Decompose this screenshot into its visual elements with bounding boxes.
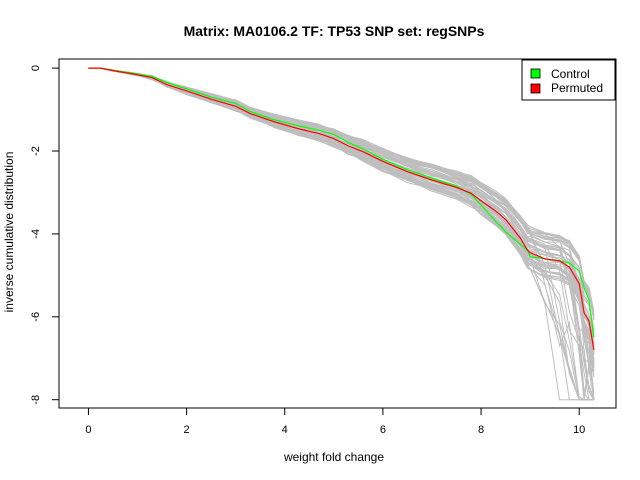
background-series-line — [88, 67, 595, 315]
y-tick-label: -6 — [30, 312, 42, 322]
x-tick-label: 2 — [184, 424, 190, 436]
background-series-line — [88, 67, 595, 348]
x-tick-label: 10 — [573, 424, 585, 436]
series-line-control — [88, 67, 595, 338]
background-series-line — [88, 67, 595, 316]
y-axis-label: inverse cumulative distribution — [2, 152, 16, 313]
background-series-line — [88, 67, 595, 331]
legend: Control Permuted — [521, 59, 616, 101]
y-axis: 0 -2 -4 -6 -8 — [30, 65, 60, 405]
x-tick-label: 4 — [282, 424, 288, 436]
background-series-line — [88, 67, 595, 375]
x-tick-label: 8 — [478, 424, 484, 436]
background-series-line — [88, 67, 595, 315]
background-series-line — [88, 67, 595, 354]
background-series-line — [88, 67, 595, 344]
background-series-line — [88, 67, 595, 312]
series-group — [88, 67, 595, 351]
background-series-line — [88, 67, 595, 353]
x-tick-label: 0 — [85, 424, 91, 436]
legend-swatch-control — [530, 68, 541, 79]
legend-label-control: Control — [551, 67, 590, 81]
y-tick-label: -2 — [30, 146, 42, 156]
x-axis-label: weight fold change — [283, 450, 384, 464]
background-series-line — [88, 67, 595, 372]
x-tick-label: 6 — [380, 424, 386, 436]
background-series-line — [88, 67, 594, 401]
background-series-line — [88, 67, 595, 344]
y-tick-label: -8 — [30, 395, 42, 405]
background-series-line — [88, 67, 595, 320]
y-tick-label: -4 — [30, 229, 42, 239]
background-series-line — [88, 67, 595, 321]
background-series-line — [88, 67, 595, 315]
y-tick-label: 0 — [30, 65, 42, 71]
chart-title: Matrix: MA0106.2 TF: TP53 SNP set: regSN… — [184, 23, 485, 39]
x-axis: 0 2 4 6 8 10 — [85, 407, 585, 436]
legend-swatch-permuted — [530, 83, 541, 94]
background-series-line — [88, 67, 595, 330]
series-line-permuted — [88, 67, 595, 351]
background-series-line — [88, 67, 595, 333]
background-series-group — [88, 67, 595, 401]
legend-label-permuted: Permuted — [551, 81, 603, 95]
background-series-line — [88, 67, 595, 355]
background-series-line — [88, 67, 595, 321]
background-series-line — [88, 67, 595, 318]
background-series-line — [88, 67, 595, 347]
